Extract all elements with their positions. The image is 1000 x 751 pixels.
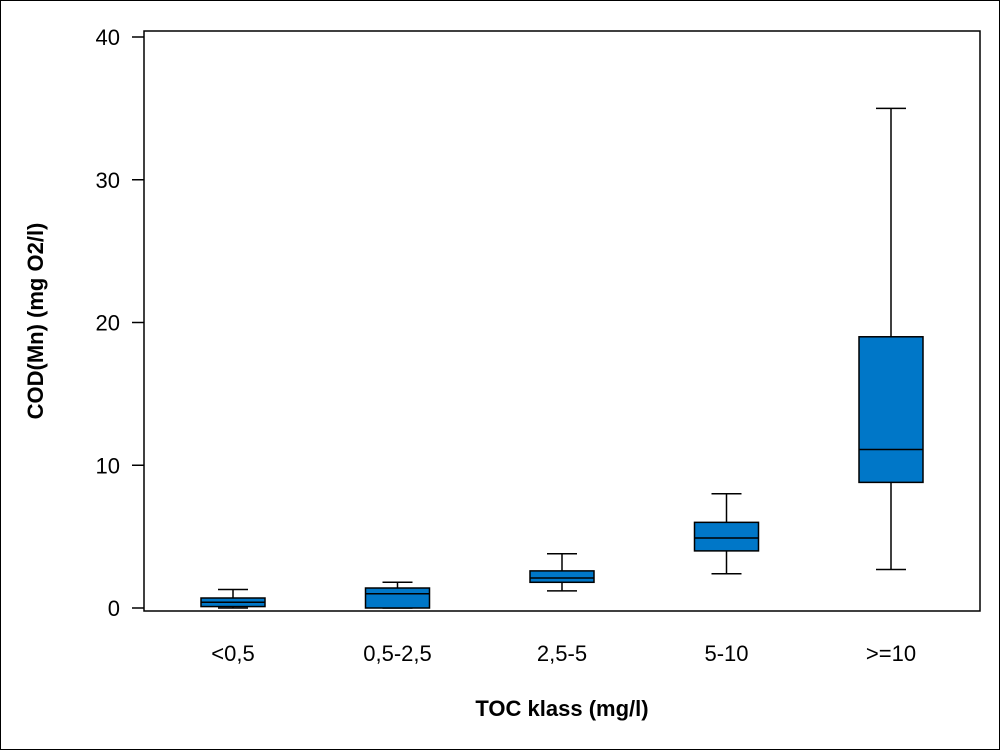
iqr-box	[529, 570, 595, 584]
y-tick-label: 0	[108, 596, 120, 621]
iqr-box	[693, 521, 760, 552]
box-item	[529, 553, 595, 592]
y-axis: 0 10 20 30 40	[96, 25, 144, 621]
x-tick-label: 5-10	[704, 641, 748, 666]
plot-area	[143, 30, 981, 612]
iqr-box	[858, 336, 924, 484]
box-item	[200, 588, 266, 609]
x-axis-title: TOC klass (mg/l)	[475, 696, 648, 721]
y-tick-label: 10	[96, 453, 120, 478]
iqr-box	[364, 587, 431, 609]
y-tick-label: 20	[96, 311, 120, 336]
box-item	[858, 107, 924, 571]
y-tick-label: 40	[96, 25, 120, 50]
x-tick-label: 2,5-5	[537, 641, 587, 666]
x-tick-label: <0,5	[211, 641, 254, 666]
box-item	[364, 581, 431, 609]
y-axis-title: COD(Mn) (mg O2/l)	[23, 223, 48, 420]
x-tick-label: >=10	[866, 641, 916, 666]
x-tick-label: 0,5-2,5	[363, 641, 432, 666]
box-series	[200, 107, 924, 609]
x-axis: <0,5 0,5-2,5 2,5-5 5-10 >=10	[211, 641, 916, 666]
box-item	[693, 493, 760, 575]
y-tick-label: 30	[96, 168, 120, 193]
